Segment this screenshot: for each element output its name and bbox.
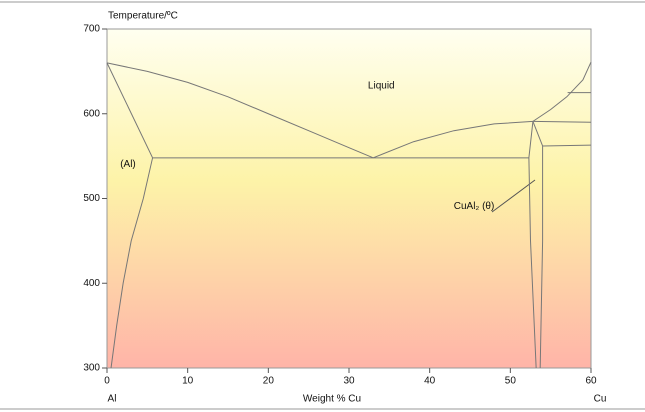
phase-boundary	[532, 61, 592, 122]
y-tick-label: 500	[83, 193, 100, 204]
x-end-label: Al	[108, 394, 117, 405]
x-tick-label: 30	[343, 376, 355, 387]
x-tick-label: 60	[585, 376, 597, 387]
phase-boundary	[373, 120, 533, 159]
x-tick-label: 40	[424, 376, 436, 387]
phase-boundary	[106, 62, 154, 159]
phase-boundary	[110, 157, 154, 369]
annotation-leader	[491, 179, 536, 213]
y-tick-label: 600	[83, 108, 100, 119]
phase-boundary	[532, 121, 544, 369]
phase-label: (Al)	[120, 159, 136, 170]
x-tick-label: 50	[505, 376, 517, 387]
x-tick-label: 20	[263, 376, 275, 387]
y-tick-label: 700	[83, 24, 100, 35]
x-tick-label: 10	[182, 376, 194, 387]
phase-label: CuAl₂ (θ)	[454, 201, 495, 212]
phase-label: Liquid	[368, 80, 395, 91]
phase-boundary	[528, 121, 537, 369]
y-tick-label: 300	[83, 363, 100, 374]
phase-boundary	[106, 62, 374, 159]
y-tick-label: 400	[83, 278, 100, 289]
x-tick-label: 0	[104, 376, 110, 387]
y-axis-label: Temperature/ºC	[108, 11, 178, 22]
x-axis-label: Weight % Cu	[303, 394, 361, 405]
phase-boundary	[542, 144, 592, 147]
phase-boundary	[532, 120, 592, 123]
x-end-label: Cu	[594, 394, 607, 405]
